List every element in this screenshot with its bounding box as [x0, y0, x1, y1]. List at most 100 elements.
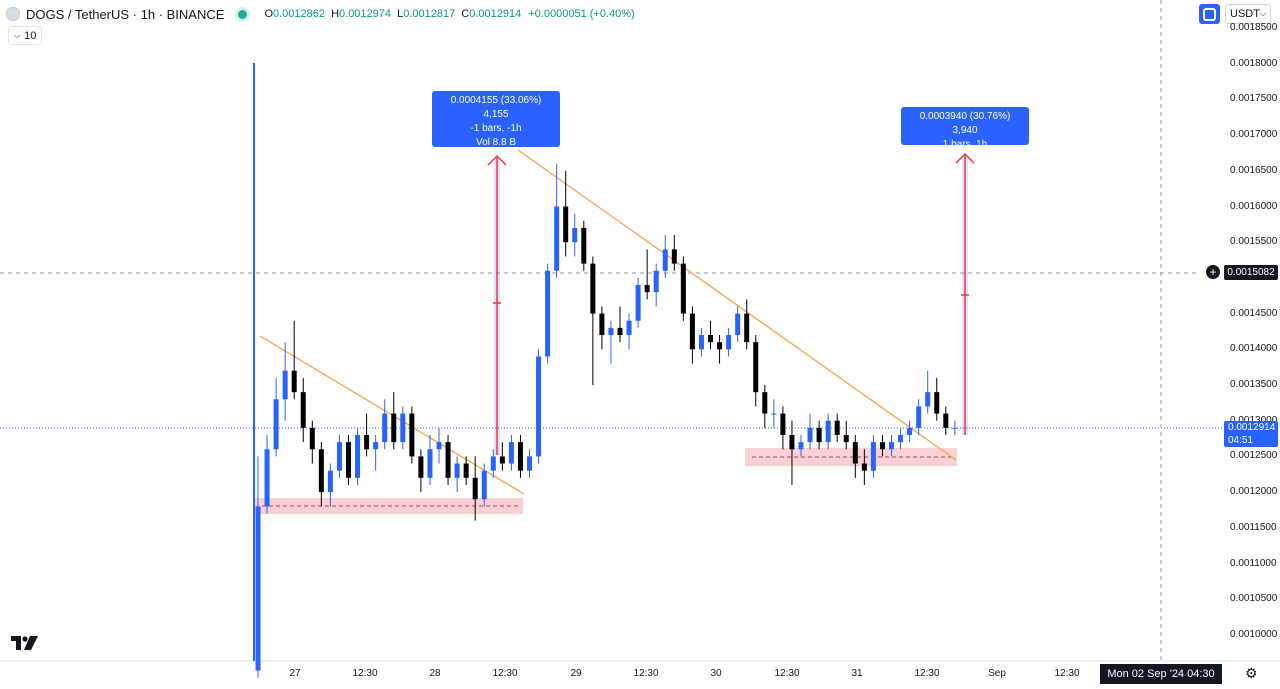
candle-body [834, 420, 840, 435]
volume-toggle[interactable]: ⌵ 10 [8, 26, 43, 45]
candle-body [671, 249, 677, 264]
candle-body [499, 456, 505, 464]
add-alert-plus-icon[interactable]: + [1206, 265, 1220, 279]
price-axis-tick: 0.0014000 [1230, 343, 1278, 355]
candle-body [843, 434, 849, 443]
time-axis-tick: 31 [851, 668, 863, 679]
last-price-value: 0.0012914 [1228, 422, 1276, 433]
symbol-label[interactable]: DOGS / TetherUS · 1h · BINANCE [26, 6, 225, 22]
time-axis-tick: 12:30 [914, 668, 940, 679]
candle-body [925, 392, 931, 407]
low-value: 0.0012817 [403, 8, 456, 20]
candle-body [852, 442, 858, 464]
currency-select[interactable]: USDT ⌵ [1225, 4, 1271, 24]
candle-body [508, 442, 514, 464]
tall-volume-candle [253, 63, 255, 661]
measure-arrow-right[interactable] [955, 152, 975, 435]
candle-body [889, 442, 894, 450]
candle-body [943, 413, 949, 428]
candle-body [346, 442, 351, 478]
measure-tooltip-left: 0.0004155 (33.06%) 4,155 -1 bars, -1h Vo… [432, 91, 560, 148]
tradingview-logo-icon[interactable] [10, 634, 40, 652]
sync-icon [1203, 7, 1216, 21]
price-axis-tick: 0.0017500 [1230, 93, 1278, 105]
time-axis-tick: 12:30 [774, 668, 800, 679]
price-axis-tick: 0.0011000 [1230, 557, 1277, 569]
measure-tooltip-right: 0.0003940 (30.76%) 3,940 1 bars, 1h [901, 107, 1029, 150]
time-axis-tick: 28 [429, 668, 441, 679]
candle-body [662, 249, 668, 271]
candle-body [527, 456, 532, 471]
candle-body [273, 399, 279, 450]
candle-body [825, 420, 831, 443]
price-axis-tick: 0.0010000 [1230, 628, 1278, 640]
candle-body [563, 206, 569, 243]
measure-left-line1: 0.0004155 (33.06%) 4,155 [450, 95, 542, 120]
candle-body [264, 449, 270, 507]
layout-sync-button[interactable] [1199, 4, 1220, 24]
candle-body [309, 427, 315, 450]
candle-body [644, 285, 650, 293]
price-axis-tick: 0.0012500 [1230, 450, 1278, 462]
dogs-coin-icon [6, 7, 20, 21]
change-value: +0.0000051 (+0.40%) [528, 8, 635, 20]
trendline-right[interactable] [517, 149, 957, 461]
settings-gear-icon[interactable]: ⚙ [1245, 665, 1258, 681]
price-axis-tick: 0.0015500 [1230, 236, 1278, 248]
candle-body [762, 392, 768, 414]
volume-toggle-label: 10 [24, 29, 37, 42]
time-axis-tick: 12:30 [633, 668, 659, 679]
measure-right-line2: 1 bars, 1h [942, 139, 988, 150]
candle-body [427, 449, 433, 478]
candle-body [617, 327, 623, 336]
open-value: 0.0012862 [273, 8, 325, 20]
price-axis-tick: 0.0012000 [1230, 486, 1278, 498]
price-axis-tick: 0.0011500 [1230, 521, 1277, 533]
candle-body [436, 442, 442, 450]
candle-body [635, 285, 641, 321]
candle-body [382, 413, 388, 443]
close-key: C [461, 8, 470, 20]
candle-body [780, 413, 786, 435]
chevron-down-icon: ⌵ [14, 30, 21, 40]
candle-body [318, 449, 324, 493]
price-axis-tick: 0.0013000 [1230, 415, 1277, 426]
high-value: 0.0012974 [339, 8, 392, 20]
candle-body [744, 313, 750, 343]
measure-arrow-left[interactable] [487, 154, 507, 455]
candle-body [861, 463, 867, 471]
price-axis-tick: 0.0013500 [1230, 379, 1278, 390]
candle-body [336, 442, 342, 471]
candle-body [735, 313, 741, 336]
candle-body [409, 413, 415, 457]
candle-body [282, 370, 288, 400]
time-axis-tick: 12:30 [352, 668, 378, 679]
measure-right-line1: 0.0003940 (30.76%) 3,940 [919, 111, 1011, 136]
time-axis-tick: 12:30 [492, 668, 518, 679]
ohlc-values: O0.0012862 H0.0012974 L0.0012817 C0.0012… [261, 8, 634, 20]
candle-body [454, 463, 460, 478]
high-key: H [331, 8, 340, 20]
candle-body [545, 270, 551, 357]
candle-body [653, 270, 659, 293]
candles-layer [255, 163, 958, 678]
candle-body [626, 320, 632, 336]
measure-left-line2: -1 bars, -1h [470, 123, 522, 134]
price-axis-tick: 0.0016000 [1230, 200, 1278, 212]
candle-body [463, 463, 469, 478]
crosshair-price-label: 0.0015082 [1224, 265, 1278, 280]
candle-body [807, 427, 813, 443]
price-axis-tick: 0.0018000 [1230, 57, 1278, 69]
measure-left-line3: Vol 8.8 B [475, 137, 517, 148]
time-axis-tick: Sep [988, 668, 1006, 679]
candle-body [879, 442, 885, 450]
candle-body [789, 434, 795, 450]
legend-header: DOGS / TetherUS · 1h · BINANCE O0.001286… [6, 4, 635, 24]
candle-body [608, 327, 614, 336]
candle-body [599, 313, 605, 336]
candle-body [870, 442, 876, 471]
crosshair-time-label: Mon 02 Sep '24 04:30 [1100, 664, 1222, 684]
candle-body [753, 342, 759, 393]
price-axis-tick: 0.0016500 [1230, 164, 1278, 176]
